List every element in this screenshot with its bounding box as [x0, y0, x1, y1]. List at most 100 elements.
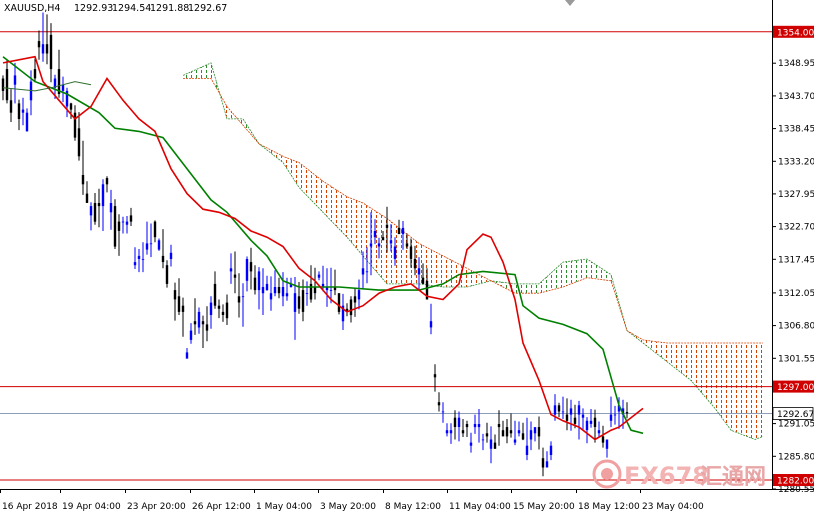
- candle-body: [221, 311, 225, 315]
- candle-120: [481, 433, 485, 451]
- candle-body: [37, 41, 41, 48]
- candle-22: [89, 202, 93, 231]
- candle-17: [69, 102, 73, 119]
- candle-body: [317, 274, 321, 278]
- cloud-bearish: [259, 143, 493, 287]
- fx678-watermark: FX678 汇通网: [592, 459, 766, 490]
- candle-57: [229, 253, 233, 284]
- candle-body: [69, 103, 73, 110]
- candle-105: [421, 263, 425, 284]
- candle-body: [141, 259, 145, 260]
- candle-30: [121, 216, 125, 234]
- candle-95: [381, 231, 385, 241]
- candle-60: [241, 283, 245, 327]
- time-tick-label-0: 16 Apr 2018: [2, 502, 58, 512]
- candle-body: [393, 246, 397, 259]
- candle-body: [505, 427, 509, 437]
- candle-79: [317, 271, 321, 281]
- candle-body: [493, 442, 497, 449]
- candle-1: [5, 59, 9, 104]
- candle-34: [137, 249, 141, 273]
- candle-body: [93, 203, 97, 222]
- candle-body: [33, 69, 37, 79]
- candle-93: [373, 219, 377, 245]
- candle-108: [433, 364, 437, 392]
- candle-body: [153, 221, 157, 238]
- candle-body: [357, 290, 361, 300]
- chart-shift-marker-icon[interactable]: [565, 0, 575, 6]
- candle-37: [149, 223, 153, 258]
- candle-145: [581, 408, 585, 431]
- candle-109: [437, 392, 441, 412]
- candle-88: [353, 288, 357, 317]
- cloud-bullish: [493, 259, 627, 331]
- candle-31: [125, 216, 129, 234]
- candle-body: [425, 280, 429, 300]
- candle-94: [377, 237, 381, 259]
- candle-40: [161, 229, 165, 269]
- price-axis[interactable]: 1348.95 1343.70 1338.45 1333.20 1327.95 1322.…: [772, 59, 814, 495]
- candle-body: [341, 305, 345, 322]
- candle-42: [169, 244, 173, 267]
- candle-body: [325, 287, 329, 291]
- candle-29: [117, 214, 121, 256]
- fx678-logo-core-icon: [601, 468, 613, 480]
- candle-21: [85, 181, 89, 203]
- candle-body: [5, 69, 9, 101]
- candle-body: [301, 290, 305, 312]
- candle-97: [389, 224, 393, 252]
- candle-96: [385, 206, 389, 253]
- candle-61: [245, 256, 249, 292]
- candle-body: [569, 408, 573, 415]
- candle-70: [281, 272, 285, 307]
- cloud-bullish: [183, 62, 221, 98]
- candle-body: [137, 255, 141, 259]
- candle-body: [73, 112, 77, 138]
- candle-146: [585, 417, 589, 444]
- candle-82: [329, 267, 333, 304]
- candle-134: [537, 416, 541, 450]
- candle-8: [33, 58, 37, 83]
- candle-103: [413, 245, 417, 276]
- candle-body: [145, 243, 149, 250]
- candle-body: [461, 430, 465, 434]
- candle-body: [433, 374, 437, 378]
- candle-62: [249, 247, 253, 290]
- candle-130: [521, 422, 525, 441]
- time-tick-label-6: 8 May 12:00: [385, 502, 441, 512]
- chikou-span-line: [2, 81, 92, 92]
- candle-body: [473, 424, 477, 428]
- candle-body: [481, 439, 485, 441]
- candle-body: [65, 90, 69, 107]
- candle-69: [277, 277, 281, 299]
- candle-body: [1, 78, 5, 91]
- candle-65: [261, 268, 265, 315]
- candle-102: [409, 238, 413, 268]
- current-price-label-text: 1292.67: [777, 410, 814, 420]
- time-axis[interactable]: 16 Apr 2018 19 Apr 04:00 23 Apr 20:00 26 Ap…: [0, 489, 704, 512]
- candle-15: [61, 76, 65, 103]
- candle-body: [385, 224, 389, 228]
- candle-body: [501, 430, 505, 437]
- candle-54: [217, 299, 221, 319]
- senkou-span-a-line: [182, 62, 764, 440]
- ichimoku-lines: [2, 55, 644, 441]
- candle-126: [505, 419, 509, 444]
- candle-72: [289, 277, 293, 288]
- cloud-bearish: [221, 96, 239, 121]
- candle-151: [605, 439, 609, 458]
- candle-150: [601, 425, 605, 448]
- candle-body: [197, 311, 201, 328]
- candle-body: [369, 243, 373, 247]
- candle-24: [97, 188, 101, 228]
- candle-body: [525, 445, 529, 455]
- candle-125: [501, 420, 505, 437]
- candle-body: [17, 103, 21, 119]
- candle-body: [321, 283, 325, 287]
- candle-body: [293, 293, 297, 312]
- candle-132: [529, 421, 533, 451]
- candle-140: [561, 396, 565, 419]
- candle-body: [517, 430, 521, 434]
- candle-body: [477, 424, 481, 428]
- candle-body: [381, 237, 385, 241]
